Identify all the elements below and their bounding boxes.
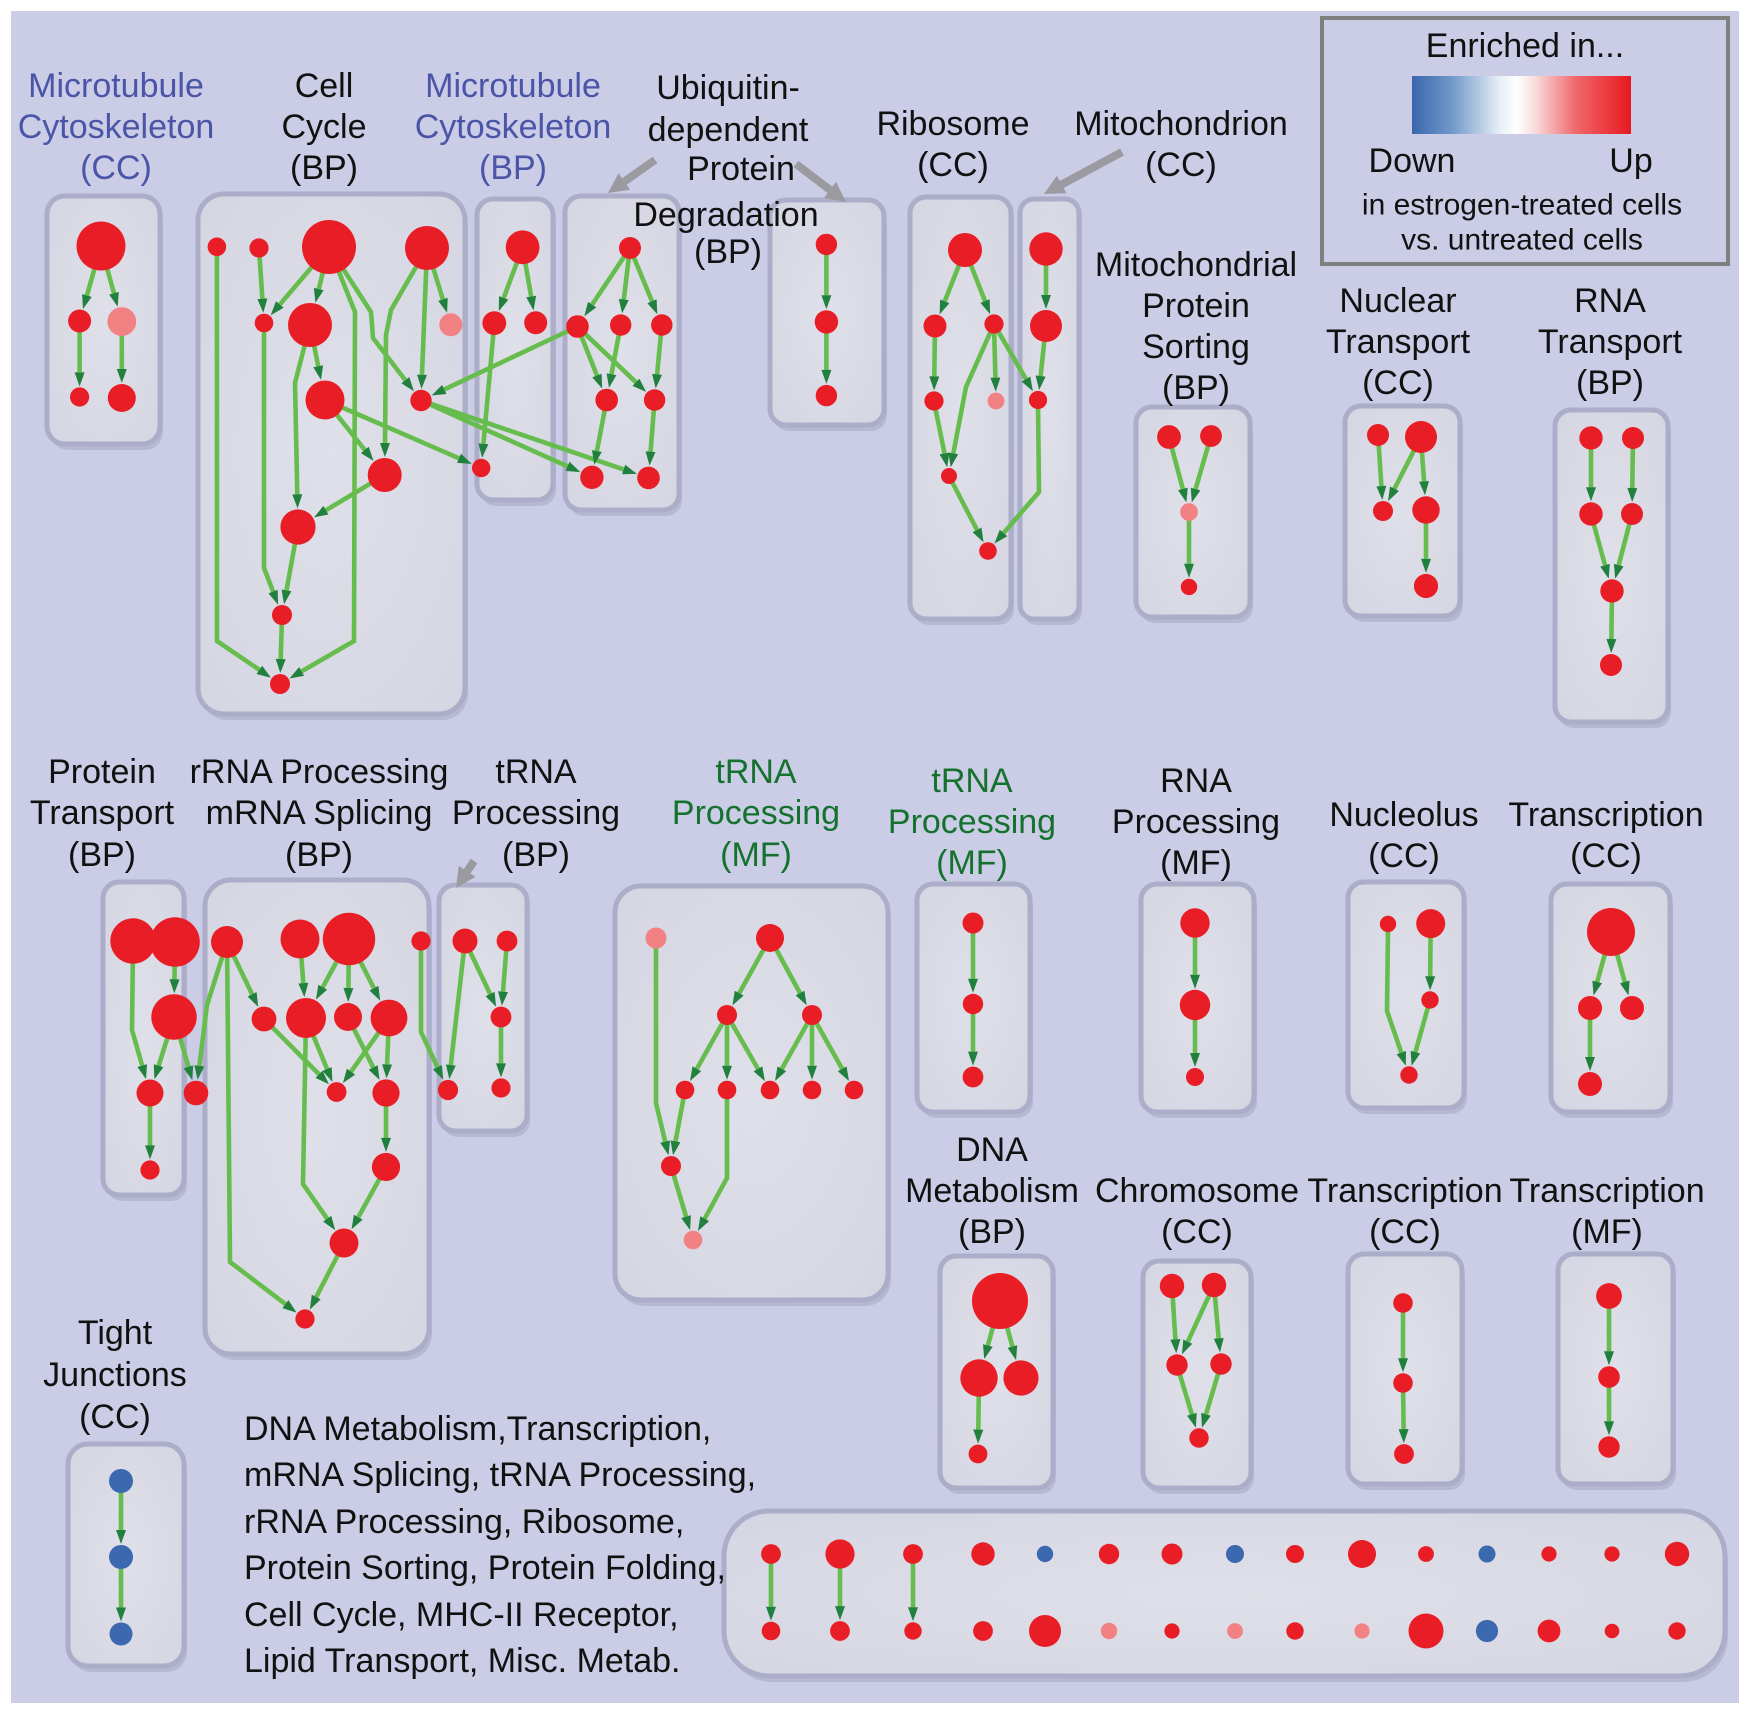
svg-text:(BP): (BP) xyxy=(1576,364,1644,402)
svg-text:Transcription: Transcription xyxy=(1508,796,1703,834)
svg-text:(CC): (CC) xyxy=(79,1398,151,1436)
svg-text:Sorting: Sorting xyxy=(1142,328,1250,366)
svg-text:mRNA Splicing: mRNA Splicing xyxy=(206,794,433,832)
svg-text:(BP): (BP) xyxy=(479,149,547,187)
svg-text:(MF): (MF) xyxy=(936,844,1008,882)
svg-text:(CC): (CC) xyxy=(1369,1213,1441,1251)
svg-text:Junctions: Junctions xyxy=(43,1356,187,1394)
svg-text:Cytoskeleton: Cytoskeleton xyxy=(18,108,215,146)
svg-text:tRNA: tRNA xyxy=(931,762,1013,800)
svg-text:DNA Metabolism,Transcription,: DNA Metabolism,Transcription, xyxy=(244,1410,711,1448)
svg-text:Nucleolus: Nucleolus xyxy=(1329,796,1478,834)
svg-text:Tight: Tight xyxy=(78,1314,153,1352)
svg-text:Cell: Cell xyxy=(295,67,354,105)
svg-text:Processing: Processing xyxy=(672,794,840,832)
svg-text:(CC): (CC) xyxy=(1362,364,1434,402)
svg-text:Transcription: Transcription xyxy=(1509,1172,1704,1210)
svg-text:Cell Cycle, MHC-II Receptor,: Cell Cycle, MHC-II Receptor, xyxy=(244,1596,679,1634)
svg-text:Cycle: Cycle xyxy=(281,108,366,146)
svg-text:RNA: RNA xyxy=(1574,282,1646,320)
svg-text:Processing: Processing xyxy=(888,803,1056,841)
svg-text:(BP): (BP) xyxy=(1162,369,1230,407)
svg-text:Enriched in...: Enriched in... xyxy=(1426,27,1624,65)
svg-text:vs. untreated cells: vs. untreated cells xyxy=(1401,224,1643,257)
svg-text:Protein: Protein xyxy=(1142,287,1250,325)
svg-text:(MF): (MF) xyxy=(1160,844,1232,882)
svg-text:(BP): (BP) xyxy=(694,233,762,271)
svg-text:(CC): (CC) xyxy=(917,146,989,184)
svg-text:Down: Down xyxy=(1369,142,1456,180)
svg-text:Mitochondrion: Mitochondrion xyxy=(1074,105,1288,143)
svg-text:mRNA Splicing, tRNA Processing: mRNA Splicing, tRNA Processing, xyxy=(244,1456,756,1494)
svg-text:Protein Sorting, Protein Foldi: Protein Sorting, Protein Folding, xyxy=(244,1549,726,1587)
svg-text:(BP): (BP) xyxy=(68,836,136,874)
svg-text:Microtubule: Microtubule xyxy=(28,67,204,105)
svg-text:Nuclear: Nuclear xyxy=(1339,282,1456,320)
svg-text:(CC): (CC) xyxy=(1368,837,1440,875)
svg-text:Transcription: Transcription xyxy=(1307,1172,1502,1210)
svg-text:(CC): (CC) xyxy=(1570,837,1642,875)
svg-text:rRNA Processing: rRNA Processing xyxy=(190,753,449,791)
svg-text:Mitochondrial: Mitochondrial xyxy=(1095,246,1297,284)
svg-text:(CC): (CC) xyxy=(80,149,152,187)
svg-text:Ribosome: Ribosome xyxy=(876,105,1029,143)
svg-text:Cytoskeleton: Cytoskeleton xyxy=(415,108,612,146)
svg-text:(CC): (CC) xyxy=(1145,146,1217,184)
svg-text:tRNA: tRNA xyxy=(495,753,577,791)
svg-text:RNA: RNA xyxy=(1160,762,1232,800)
svg-text:Protein: Protein xyxy=(48,753,156,791)
svg-text:Protein: Protein xyxy=(687,150,795,188)
svg-text:in estrogen-treated cells: in estrogen-treated cells xyxy=(1362,189,1682,222)
svg-text:(BP): (BP) xyxy=(502,836,570,874)
svg-text:(CC): (CC) xyxy=(1161,1213,1233,1251)
svg-text:Lipid Transport, Misc. Metab.: Lipid Transport, Misc. Metab. xyxy=(244,1642,681,1680)
svg-text:(BP): (BP) xyxy=(958,1213,1026,1251)
svg-text:Transport: Transport xyxy=(30,794,175,832)
svg-text:Processing: Processing xyxy=(452,794,620,832)
svg-text:Metabolism: Metabolism xyxy=(905,1172,1079,1210)
svg-text:Transport: Transport xyxy=(1326,323,1471,361)
svg-text:Up: Up xyxy=(1609,142,1652,180)
svg-text:rRNA Processing, Ribosome,: rRNA Processing, Ribosome, xyxy=(244,1503,684,1541)
svg-text:Processing: Processing xyxy=(1112,803,1280,841)
svg-text:Ubiquitin-: Ubiquitin- xyxy=(656,69,800,107)
svg-text:Chromosome: Chromosome xyxy=(1095,1172,1299,1210)
svg-text:(MF): (MF) xyxy=(1571,1213,1643,1251)
svg-text:(MF): (MF) xyxy=(720,836,792,874)
svg-text:dependent: dependent xyxy=(648,111,809,149)
svg-text:Microtubule: Microtubule xyxy=(425,67,601,105)
svg-text:(BP): (BP) xyxy=(290,149,358,187)
svg-text:(BP): (BP) xyxy=(285,836,353,874)
svg-text:Degradation: Degradation xyxy=(633,196,818,234)
svg-text:tRNA: tRNA xyxy=(715,753,797,791)
svg-text:DNA: DNA xyxy=(956,1131,1028,1169)
svg-text:Transport: Transport xyxy=(1538,323,1683,361)
